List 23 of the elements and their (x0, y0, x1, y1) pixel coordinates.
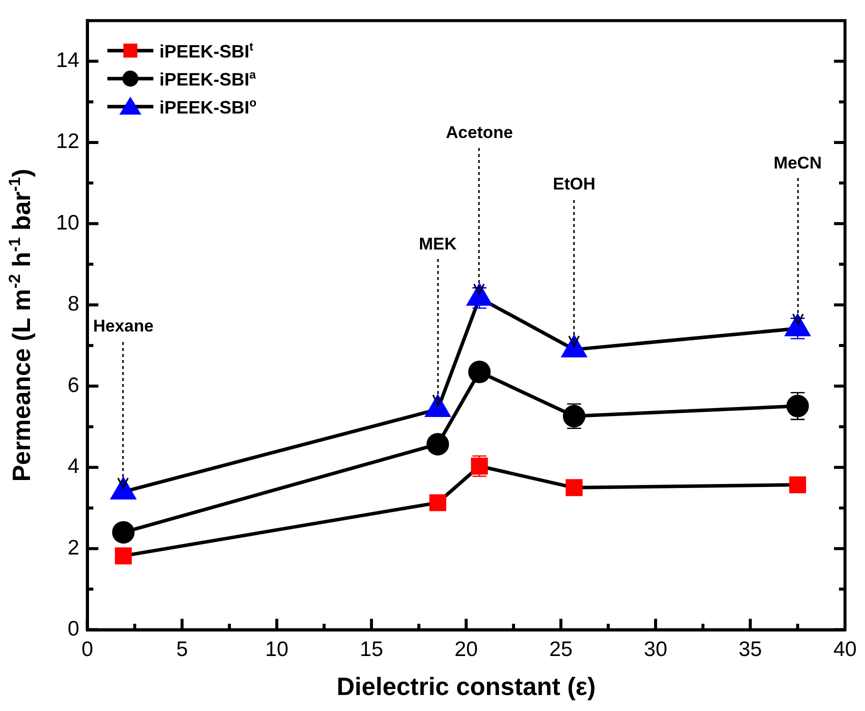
y-axis-title: Permeance (L m-2 h-1 bar-1) (6, 168, 36, 482)
annotation: MEK (418, 234, 458, 254)
x-tick-label: 5 (176, 638, 188, 662)
y-tick-label: 14 (56, 49, 80, 72)
y-tick-label: 10 (56, 211, 80, 234)
y-tick-label: 4 (68, 455, 80, 478)
y-tick-label: 2 (68, 536, 80, 560)
x-axis-title: Dielectric constant (ε) (336, 673, 596, 701)
x-tick-label: 40 (833, 638, 857, 662)
x-tick-label: 15 (360, 638, 384, 662)
x-tick-label: 35 (738, 638, 762, 662)
x-tick-label: 20 (454, 638, 478, 662)
y-tick-label: 12 (56, 130, 80, 154)
y-tick-label: 0 (68, 618, 80, 641)
y-tick-label: 6 (68, 374, 80, 397)
annotation: Acetone (446, 122, 513, 142)
x-tick-label: 10 (265, 638, 288, 662)
y-tick-label: 8 (68, 292, 80, 316)
annotation: EtOH (552, 174, 596, 194)
annotation: Hexane (93, 316, 154, 336)
annotation: MeCN (774, 153, 822, 172)
x-tick-label: 30 (644, 638, 668, 662)
x-tick-label: 25 (549, 638, 573, 662)
